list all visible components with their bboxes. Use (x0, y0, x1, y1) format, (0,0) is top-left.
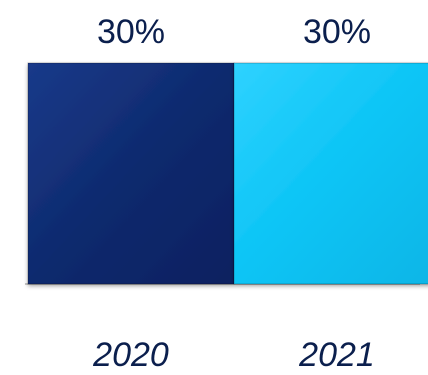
data-label-2021: 30% (303, 13, 371, 51)
bar-2021 (233, 62, 428, 285)
category-label-2020: 2020 (92, 336, 169, 374)
data-label-2020: 30% (97, 13, 165, 51)
category-label-2021: 2021 (298, 336, 375, 374)
bar-2020 (27, 62, 235, 285)
